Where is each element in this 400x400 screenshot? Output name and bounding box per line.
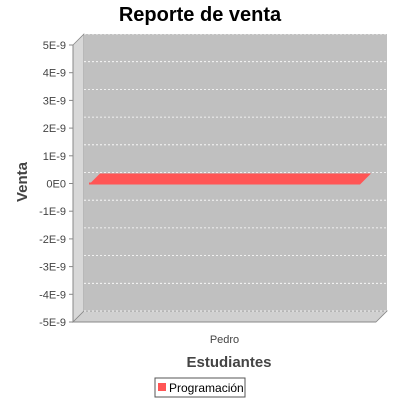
y-tick-label: 0E0: [46, 179, 66, 191]
x-axis-label: Estudiantes: [186, 354, 271, 371]
gridlines: [84, 33, 387, 312]
y-tick-label: -4E-9: [39, 289, 66, 301]
plot-floor: [72, 310, 388, 323]
chart-title: Reporte de venta: [119, 4, 282, 26]
y-axis-label: Venta: [14, 161, 31, 202]
y-tick-label: -1E-9: [39, 206, 66, 218]
x-axis-ticks: Pedro: [210, 334, 239, 346]
bar-top: [89, 173, 371, 185]
y-tick-label: 4E-9: [43, 68, 66, 80]
y-axis-ticks: 5E-9 4E-9 3E-9 2E-9 1E-9 0E0 -1E-9 -2E-9 -3E-9 -4…: [39, 40, 73, 329]
y-tick-label: 3E-9: [43, 95, 66, 107]
y-tick-label: -5E-9: [39, 317, 66, 329]
y-tick-label: -3E-9: [39, 262, 66, 274]
y-tick-label: 2E-9: [43, 123, 66, 135]
legend-item-programacion: Programación: [169, 381, 244, 395]
y-tick-label: 5E-9: [43, 40, 66, 52]
y-tick-label: 1E-9: [43, 151, 66, 163]
plot-left-wall: [72, 33, 85, 323]
bars: [89, 173, 371, 185]
x-tick-label: Pedro: [210, 334, 239, 346]
legend-box: [154, 377, 246, 398]
legend: Programación: [154, 377, 246, 398]
plot-area: 5E-9 4E-9 3E-9 2E-9 1E-9 0E0 -1E-9 -2E-9 -3E-9 -4…: [39, 33, 388, 346]
legend-swatch: [158, 383, 166, 391]
y-tick-label: -2E-9: [39, 234, 66, 246]
